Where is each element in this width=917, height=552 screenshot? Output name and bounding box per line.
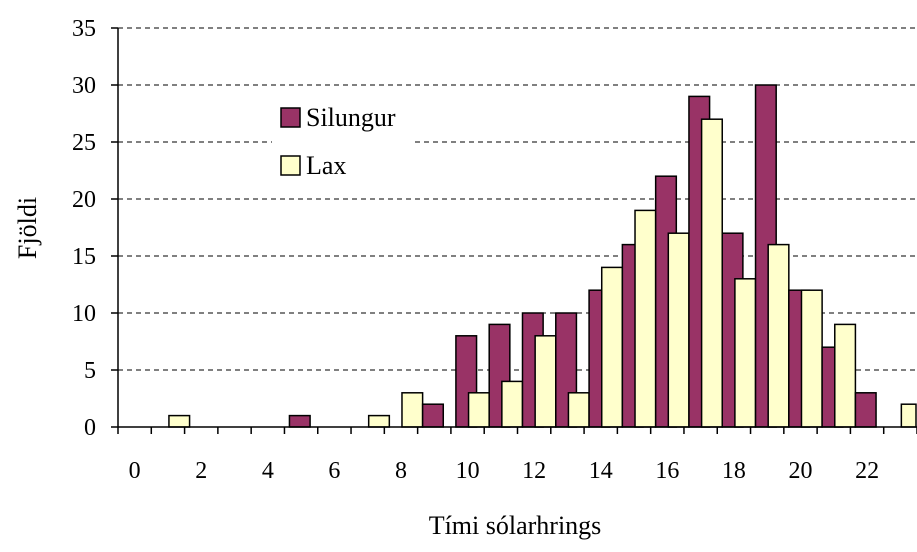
x-tick-label-6: 6 — [328, 458, 340, 484]
bar-lax-20 — [800, 289, 823, 428]
bar-lax-17 — [700, 118, 723, 428]
x-tick-label-16: 16 — [655, 458, 679, 484]
axes — [111, 27, 917, 434]
y-tick-label-10: 10 — [72, 301, 96, 327]
x-axis-title: Tími sólarhrings — [429, 511, 602, 540]
x-tick-label-2: 2 — [195, 458, 207, 484]
x-tick-label-4: 4 — [262, 458, 274, 484]
x-tick-label-12: 12 — [522, 458, 546, 484]
legend-label-silungur: Silungur — [306, 103, 396, 132]
y-tick-label-35: 35 — [72, 16, 96, 42]
x-tick-label-22: 22 — [855, 458, 879, 484]
bar-lax-11 — [501, 380, 524, 428]
x-tick-label-8: 8 — [395, 458, 407, 484]
x-tick-label-20: 20 — [788, 458, 812, 484]
bar-lax-7 — [367, 414, 391, 428]
y-tick-label-25: 25 — [72, 130, 96, 156]
bars — [168, 84, 917, 428]
x-tick-label-18: 18 — [722, 458, 746, 484]
y-tick-labels: 0 5 10 15 20 25 30 35 — [72, 16, 96, 441]
bar-silungur-22 — [854, 392, 877, 428]
x-tick-labels: 0 2 4 6 8 10 12 14 16 18 20 22 — [129, 458, 879, 484]
x-tick-label-10: 10 — [456, 458, 480, 484]
bar-lax-15 — [634, 209, 657, 428]
legend-label-lax: Lax — [306, 151, 346, 180]
bar-lax-19 — [767, 243, 790, 428]
y-tick-label-15: 15 — [72, 244, 96, 270]
bar-lax-1 — [168, 414, 191, 428]
gridlines — [118, 27, 917, 371]
bar-lax-10 — [467, 392, 490, 428]
legend: Silungur Lax — [272, 94, 412, 192]
bar-lax-18 — [734, 278, 757, 428]
x-tick-label-14: 14 — [589, 458, 613, 484]
bar-lax-23 — [900, 403, 917, 428]
bar-lax-8 — [401, 392, 424, 428]
legend-swatch-lax — [280, 155, 301, 176]
y-tick-label-20: 20 — [72, 187, 96, 213]
legend-swatch-silungur — [280, 107, 301, 128]
bar-lax-12 — [534, 335, 557, 428]
y-tick-label-0: 0 — [84, 415, 96, 441]
y-axis-title: Fjöldi — [13, 197, 42, 259]
y-tick-label-5: 5 — [84, 358, 96, 384]
bar-silungur-9 — [421, 403, 445, 428]
y-tick-label-30: 30 — [72, 73, 96, 99]
bar-silungur-5 — [288, 414, 311, 428]
bar-lax-21 — [834, 323, 857, 428]
bar-lax-14 — [600, 266, 624, 428]
bar-lax-16 — [667, 232, 690, 428]
bar-lax-13 — [567, 392, 590, 428]
x-tick-label-0: 0 — [129, 458, 141, 484]
